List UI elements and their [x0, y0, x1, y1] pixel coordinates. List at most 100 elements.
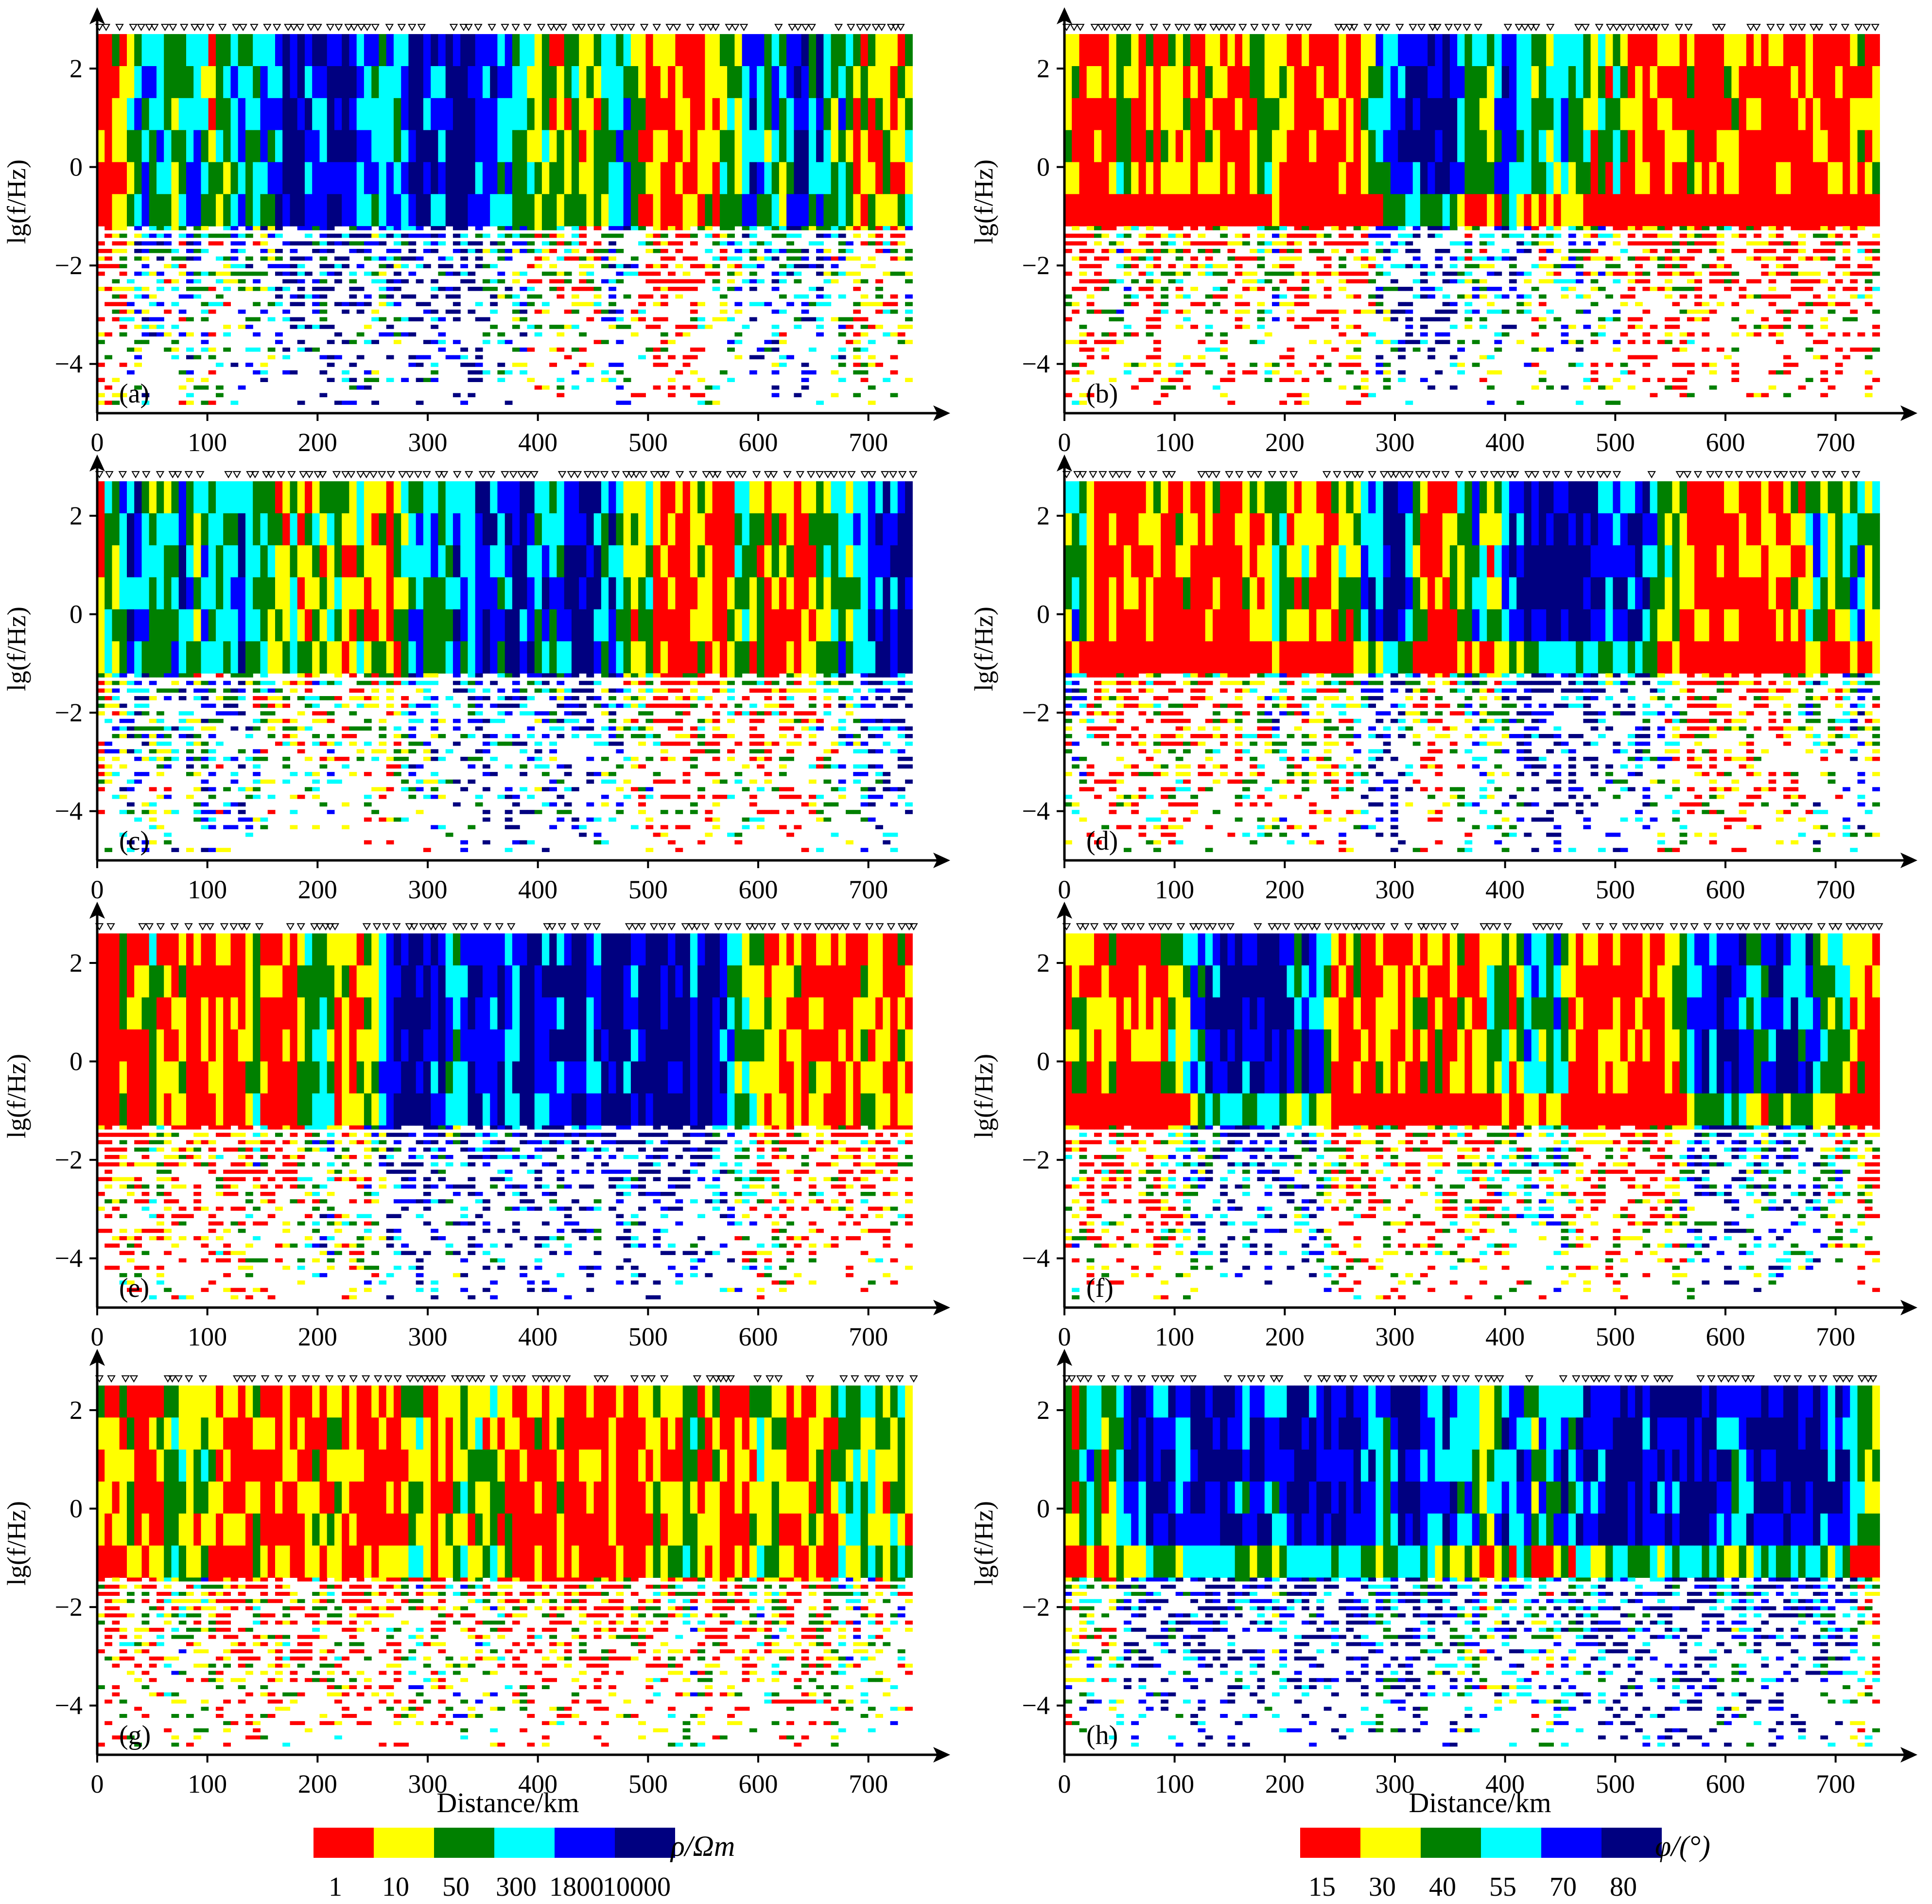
heatmap-cell	[1368, 393, 1376, 398]
heatmap-cell	[1642, 162, 1651, 194]
heatmap-cell	[334, 241, 342, 245]
heatmap-cell	[853, 194, 861, 227]
heatmap-cell	[1272, 249, 1280, 253]
heatmap-cell	[171, 726, 179, 731]
heatmap-cell	[557, 332, 565, 337]
heatmap-cell	[1287, 34, 1295, 67]
heatmap-cell	[1835, 233, 1843, 238]
heatmap-cell	[423, 577, 431, 610]
heatmap-cell	[1775, 162, 1784, 194]
heatmap-cell	[719, 66, 728, 99]
heatmap-cell	[1724, 66, 1732, 99]
heatmap-cell	[1642, 226, 1651, 230]
heatmap-cell	[104, 681, 112, 685]
heatmap-cell	[905, 162, 913, 194]
heatmap-cell	[290, 279, 298, 283]
heatmap-cell	[527, 233, 535, 238]
heatmap-cell	[482, 194, 490, 227]
heatmap-cell	[364, 481, 372, 514]
heatmap-cell	[557, 271, 565, 276]
heatmap-cell	[1731, 34, 1740, 67]
heatmap-cell	[475, 363, 483, 367]
heatmap-cell	[653, 325, 661, 329]
heatmap-cell	[475, 749, 483, 753]
heatmap-cell	[253, 317, 261, 322]
heatmap-cell	[520, 703, 527, 708]
heatmap-cell	[134, 688, 142, 693]
station-marker	[371, 24, 380, 32]
heatmap-cell	[1694, 317, 1702, 322]
heatmap-cell	[1405, 302, 1413, 306]
heatmap-cell	[1161, 271, 1168, 276]
heatmap-cell	[1494, 294, 1502, 299]
heatmap-cell	[668, 385, 676, 390]
station-marker	[160, 24, 170, 32]
heatmap-cell	[1124, 370, 1131, 375]
heatmap-cell	[527, 34, 535, 67]
heatmap-cell	[1375, 226, 1384, 230]
heatmap-cell	[438, 130, 446, 162]
heatmap-cell	[1116, 162, 1124, 194]
heatmap-cell	[379, 194, 387, 227]
heatmap-cell	[171, 545, 179, 578]
heatmap-cell	[749, 233, 757, 238]
heatmap-cell	[1339, 226, 1346, 230]
heatmap-cell	[157, 577, 164, 610]
heatmap-cell	[534, 688, 542, 693]
heatmap-cell	[267, 810, 276, 814]
heatmap-cell	[1509, 287, 1517, 291]
heatmap-cell	[260, 66, 268, 99]
heatmap-cell	[868, 256, 876, 261]
heatmap-cell	[786, 226, 794, 230]
heatmap-cell	[164, 764, 172, 769]
heatmap-cell	[1472, 363, 1480, 367]
heatmap-cell	[408, 703, 417, 708]
heatmap-cell	[1398, 130, 1406, 162]
heatmap-cell	[1457, 370, 1465, 375]
heatmap-cell	[816, 98, 824, 131]
heatmap-cell	[290, 577, 298, 610]
heatmap-cell	[1798, 287, 1806, 291]
heatmap-cell	[816, 294, 824, 299]
heatmap-cell	[319, 294, 328, 299]
heatmap-cell	[319, 696, 328, 700]
heatmap-cell	[1124, 249, 1131, 253]
heatmap-cell	[230, 34, 239, 67]
heatmap-cell	[408, 226, 417, 230]
heatmap-cell	[1264, 249, 1272, 253]
heatmap-cell	[609, 34, 616, 67]
heatmap-cell	[1828, 66, 1836, 99]
heatmap-cell	[1746, 332, 1754, 337]
heatmap-cell	[1242, 194, 1250, 227]
heatmap-cell	[1835, 34, 1843, 67]
heatmap-cell	[1754, 241, 1761, 245]
heatmap-cell	[401, 673, 409, 678]
heatmap-cell	[171, 325, 179, 329]
heatmap-cell	[141, 688, 150, 693]
heatmap-cell	[497, 162, 505, 194]
heatmap-cell	[127, 609, 135, 642]
heatmap-cell	[386, 378, 394, 382]
heatmap-cell	[623, 271, 631, 276]
heatmap-cell	[312, 825, 320, 829]
heatmap-cell	[579, 162, 587, 194]
heatmap-cell	[1072, 241, 1079, 245]
heatmap-cell	[482, 772, 490, 776]
heatmap-cell	[771, 194, 780, 227]
heatmap-cell	[460, 577, 468, 610]
heatmap-cell	[1524, 309, 1532, 314]
heatmap-cell	[1843, 130, 1850, 162]
heatmap-cell	[1598, 385, 1606, 390]
heatmap-cell	[541, 233, 550, 238]
heatmap-cell	[1309, 317, 1317, 322]
heatmap-cell	[127, 848, 135, 852]
heatmap-cell	[660, 332, 668, 337]
heatmap-cell	[1405, 130, 1413, 162]
heatmap-cell	[1524, 98, 1532, 131]
heatmap-cell	[356, 332, 365, 337]
heatmap-cell	[1746, 256, 1754, 261]
heatmap-cell	[1398, 264, 1406, 268]
heatmap-cell	[1257, 325, 1265, 329]
heatmap-cell	[201, 98, 209, 131]
heatmap-cell	[416, 279, 424, 283]
